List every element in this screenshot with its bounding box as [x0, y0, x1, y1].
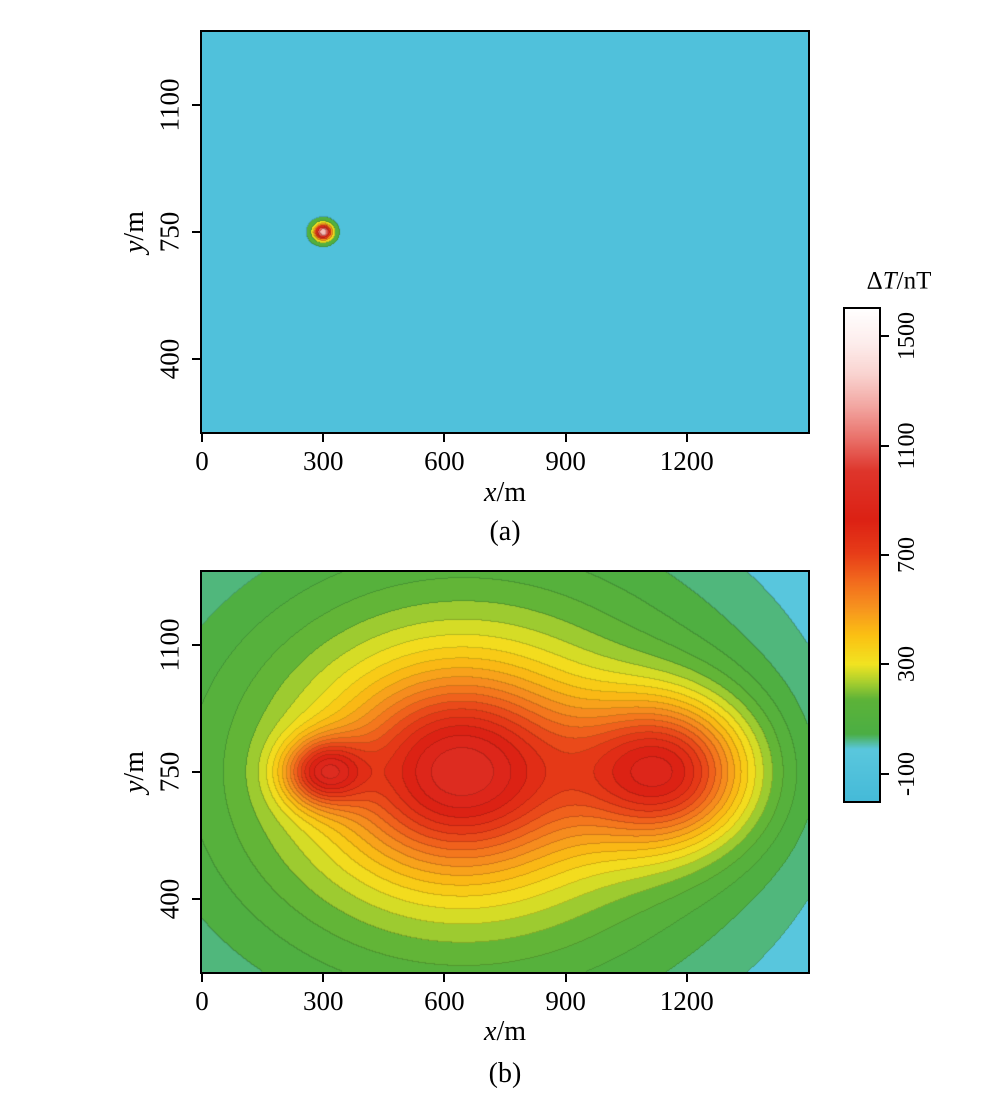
- colorbar-tick-label: 1100: [894, 422, 920, 470]
- y-tick-label: 400: [154, 879, 185, 920]
- x-tick-label: 600: [424, 446, 465, 476]
- x-tick-label: 0: [195, 986, 209, 1016]
- y-axis-variable-b: y: [119, 780, 150, 793]
- x-tick-mark: [443, 974, 446, 982]
- y-tick-mark: [192, 358, 200, 361]
- x-tick-mark: [201, 974, 203, 982]
- y-tick-label: 1100: [154, 78, 185, 132]
- y-tick-label: 750: [154, 211, 185, 253]
- colorbar-tick-mark: [881, 335, 889, 338]
- x-axis-variable-a: x: [484, 477, 497, 508]
- colorbar-title-delta: Δ: [866, 267, 883, 295]
- colorbar: [843, 307, 881, 803]
- heatmap-panel-a: [200, 30, 810, 434]
- y-tick-label: 1100: [154, 618, 185, 672]
- y-tick-mark: [192, 898, 200, 901]
- y-axis-label-b: y/m: [119, 751, 150, 793]
- x-tick-label: 600: [424, 986, 465, 1016]
- x-axis-label-a: x/m: [484, 479, 526, 507]
- x-tick-label: 1200: [659, 986, 714, 1016]
- x-tick-label: 1200: [659, 446, 714, 476]
- x-axis-unit-a: /m: [496, 477, 526, 508]
- x-tick-label: 300: [302, 986, 344, 1016]
- y-tick-label: 750: [154, 751, 185, 793]
- x-tick-label: 900: [545, 986, 586, 1016]
- y-axis-label-a: y/m: [119, 211, 150, 253]
- x-tick-mark: [564, 974, 567, 982]
- y-tick-mark: [192, 643, 200, 646]
- x-axis-variable-b: x: [484, 1016, 497, 1047]
- colorbar-tick-mark: [881, 444, 889, 447]
- x-tick-mark: [443, 434, 446, 442]
- x-tick-mark: [564, 434, 567, 442]
- x-tick-label: 0: [195, 446, 209, 476]
- y-tick-mark: [192, 103, 200, 106]
- x-axis-label-b: x/m: [484, 1018, 526, 1046]
- colorbar-tick-label: 1500: [894, 312, 920, 361]
- y-axis-variable-a: y: [119, 240, 150, 253]
- colorbar-tick-label: 700: [894, 537, 920, 573]
- x-tick-label: 300: [302, 446, 344, 476]
- y-tick-label: 400: [154, 339, 185, 380]
- colorbar-title: ΔT/nT: [867, 269, 932, 294]
- heatmap-panel-b: [200, 570, 810, 974]
- colorbar-tick-label: 300: [894, 646, 920, 683]
- panel-a-caption: (a): [489, 516, 521, 547]
- y-axis-unit-a: /m: [119, 211, 150, 241]
- y-tick-mark: [192, 231, 200, 233]
- x-tick-mark: [685, 974, 688, 982]
- x-axis-unit-b: /m: [496, 1016, 526, 1047]
- colorbar-tick-mark: [881, 772, 889, 775]
- x-tick-label: 900: [545, 446, 586, 476]
- colorbar-tick-mark: [881, 554, 889, 556]
- panel-b-caption: (b): [488, 1058, 522, 1089]
- y-tick-mark: [192, 771, 200, 773]
- colorbar-title-variable: T: [882, 267, 897, 295]
- x-tick-mark: [322, 434, 325, 442]
- x-tick-mark: [201, 434, 203, 442]
- colorbar-title-unit: /nT: [896, 267, 932, 295]
- colorbar-tick-label: -100: [894, 751, 920, 796]
- x-tick-mark: [322, 974, 325, 982]
- y-axis-unit-b: /m: [119, 751, 150, 781]
- x-tick-mark: [685, 434, 688, 442]
- colorbar-tick-mark: [881, 663, 889, 666]
